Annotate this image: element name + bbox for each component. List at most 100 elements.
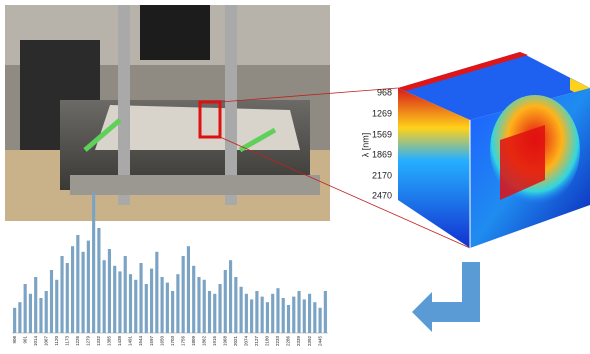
bar [255,291,259,333]
bar [171,291,175,333]
bar [113,265,117,333]
bar [202,279,206,333]
zoom-line [219,87,399,103]
bar [234,277,238,333]
bar [213,293,217,333]
bar [60,256,64,333]
bar [223,270,227,333]
bar [197,277,201,333]
bar [165,282,169,333]
x-tick-label: 1226 [75,336,80,347]
bar [76,235,80,333]
bar [265,302,270,333]
bar [323,291,327,333]
x-tick-label: 1756 [180,336,185,347]
x-tick-label: 2180 [265,336,270,347]
x-tick-label: 2021 [233,336,238,347]
spectrum-chart: 908 961 1014 1067 1120 1173 1226 1279 1332 1385 14… [12,193,328,346]
cube-tick-label: 968 [377,87,392,97]
x-tick-label: 1650 [159,336,164,347]
bar [139,263,143,333]
bar [92,193,96,333]
x-tick-label: 1385 [107,336,112,347]
bar [39,298,43,333]
cube-tick-label: 1869 [372,149,392,159]
bar [107,249,112,333]
x-tick-label: 1703 [170,336,175,347]
cube-tick-label: 1269 [372,108,392,118]
x-tick-label: 1597 [149,336,154,347]
bar [128,274,133,333]
cube-tick-label: 1569 [372,129,392,139]
bar [318,307,322,333]
x-tick-label: 1544 [138,336,143,347]
bar [286,305,291,333]
setup-photo [5,5,330,221]
x-tick-label: 961 [22,336,27,344]
x-tick-label: 2127 [254,336,259,347]
x-tick-label: 1173 [64,336,69,346]
bar [250,299,254,333]
x-tick-label: 2286 [286,336,291,347]
x-tick-label: 2445 [317,336,322,347]
bar [49,270,54,333]
bar [81,251,85,333]
bar [18,302,22,333]
bar [97,228,101,333]
bar [44,291,48,333]
bar [313,302,317,333]
bar [218,284,222,333]
x-tick-label: 1332 [96,336,101,347]
bar [55,279,59,333]
bar [292,296,296,333]
x-tick-label: 1438 [117,336,122,347]
x-tick-label: 1014 [33,336,38,347]
bar [297,291,301,333]
x-tick-label: 2233 [275,336,280,347]
bar [307,293,312,333]
x-tick-label: 2392 [307,336,312,347]
bar [118,271,122,333]
bar [207,291,212,333]
bar [176,274,180,333]
bar [160,277,164,333]
bar [134,279,138,333]
x-tick-label: 1862 [201,336,206,347]
bar [123,256,127,333]
x-tick-label: 1809 [191,336,196,347]
x-tick-label: 1279 [86,336,91,347]
bar [239,286,243,333]
bar [244,293,248,333]
cube-axis-label: λ [nm] [360,133,370,158]
bar [23,284,27,333]
bar [302,299,306,333]
bar [155,251,159,333]
cube-tick-label: 2170 [372,170,392,180]
bar [192,265,196,333]
bar [144,284,148,333]
bar [228,260,233,333]
zoom-line [219,136,471,249]
bar [281,298,285,333]
bar [70,246,75,333]
cube-tick-label: 2470 [372,190,392,200]
arrow [412,262,480,332]
x-tick-label: 1067 [43,336,48,347]
x-tick-label: 1120 [54,336,59,346]
cube-ticks: 968 1269 1569 1869 2170 2470 [372,87,392,200]
bar [260,296,264,333]
bar [34,277,38,333]
bar [149,268,154,333]
x-tick-label: 1491 [128,336,133,347]
bar [181,256,185,333]
bar [86,240,90,333]
hypercube [398,52,590,248]
bar [65,263,69,333]
bar [102,260,106,333]
bar [28,293,33,333]
bar [186,246,191,333]
bar [271,293,275,333]
x-tick-label: 908 [12,336,17,344]
x-tick-label: 2339 [296,336,301,347]
